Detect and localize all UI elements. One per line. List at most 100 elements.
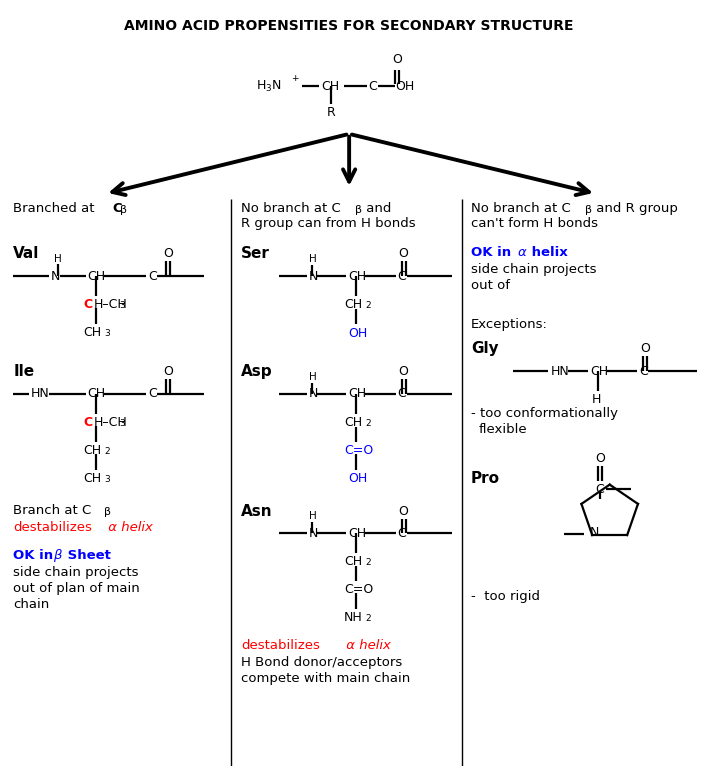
Text: CH: CH <box>348 270 366 283</box>
Text: C=O: C=O <box>344 583 373 596</box>
Text: Exceptions:: Exceptions: <box>471 318 548 331</box>
Text: 2: 2 <box>105 446 110 456</box>
Text: H–CH: H–CH <box>93 416 127 429</box>
Text: H: H <box>54 255 62 265</box>
Text: 3: 3 <box>119 419 125 428</box>
Text: Branched at: Branched at <box>13 202 99 215</box>
Text: β: β <box>120 205 127 215</box>
Text: destabilizes: destabilizes <box>241 639 320 652</box>
Text: can't form H bonds: can't form H bonds <box>471 216 598 229</box>
Text: and R group: and R group <box>592 202 677 215</box>
Text: AMINO ACID PROPENSITIES FOR SECONDARY STRUCTURE: AMINO ACID PROPENSITIES FOR SECONDARY ST… <box>124 19 574 33</box>
Text: α helix: α helix <box>105 521 153 534</box>
Text: α helix: α helix <box>342 639 391 652</box>
Text: NH: NH <box>344 611 363 624</box>
Text: CH: CH <box>88 270 106 283</box>
Text: 2: 2 <box>365 301 371 311</box>
Text: destabilizes: destabilizes <box>13 521 92 534</box>
Text: Val: Val <box>13 246 39 262</box>
Text: Asp: Asp <box>241 364 273 379</box>
Text: R: R <box>327 106 336 119</box>
Text: HN: HN <box>550 364 569 377</box>
Text: CH: CH <box>84 472 102 485</box>
Text: out of plan of main: out of plan of main <box>13 582 140 595</box>
Text: C: C <box>398 270 406 283</box>
Text: CH: CH <box>348 527 366 540</box>
Text: side chain projects: side chain projects <box>13 566 139 579</box>
Text: O: O <box>399 248 409 261</box>
Text: H Bond donor/acceptors: H Bond donor/acceptors <box>241 656 402 669</box>
Text: N: N <box>308 270 318 283</box>
Text: O: O <box>595 452 604 465</box>
Text: HN: HN <box>31 387 50 400</box>
Text: CH: CH <box>344 298 362 311</box>
Text: side chain projects: side chain projects <box>471 263 597 276</box>
Text: N: N <box>308 387 318 400</box>
Text: chain: chain <box>13 598 50 611</box>
Text: C: C <box>398 387 406 400</box>
Text: CH: CH <box>84 444 102 457</box>
Text: 2: 2 <box>365 419 371 428</box>
Text: O: O <box>640 342 650 355</box>
Text: Sheet: Sheet <box>62 549 111 562</box>
Text: No branch at C: No branch at C <box>471 202 571 215</box>
Text: - too conformationally: - too conformationally <box>471 407 618 420</box>
Text: C=O: C=O <box>344 444 373 457</box>
Text: 2: 2 <box>365 614 371 623</box>
Text: Ile: Ile <box>13 364 34 379</box>
Text: CH: CH <box>344 555 362 568</box>
Text: Branch at C: Branch at C <box>13 504 91 516</box>
Text: CH: CH <box>84 326 102 339</box>
Text: N: N <box>308 527 318 540</box>
Text: 3: 3 <box>119 301 125 311</box>
Text: C: C <box>84 416 93 429</box>
Text: N: N <box>51 270 60 283</box>
Text: CH: CH <box>88 387 106 400</box>
Text: H$_3$N: H$_3$N <box>256 78 282 94</box>
Text: CH: CH <box>344 416 362 429</box>
Text: OH: OH <box>348 328 367 341</box>
Text: 3: 3 <box>105 329 110 338</box>
Text: No branch at C: No branch at C <box>241 202 341 215</box>
Text: OK in: OK in <box>13 549 58 562</box>
Text: O: O <box>392 53 402 66</box>
Text: C: C <box>640 364 648 377</box>
Text: O: O <box>399 365 409 378</box>
Text: C: C <box>84 298 93 311</box>
Text: +: + <box>291 74 298 83</box>
Text: -  too rigid: - too rigid <box>471 591 540 604</box>
Text: 3: 3 <box>105 475 110 484</box>
Text: O: O <box>399 505 409 518</box>
Text: C: C <box>368 80 377 93</box>
Text: O: O <box>163 248 173 261</box>
Text: helix: helix <box>527 246 568 259</box>
Text: α: α <box>517 246 526 259</box>
Text: out of: out of <box>471 279 510 292</box>
Text: β: β <box>105 506 112 516</box>
Text: Asn: Asn <box>241 504 273 518</box>
Text: C: C <box>148 387 157 400</box>
Text: O: O <box>163 365 173 378</box>
Text: Pro: Pro <box>471 471 500 486</box>
Text: C: C <box>398 527 406 540</box>
Text: H: H <box>309 512 317 522</box>
Text: C: C <box>148 270 157 283</box>
Text: β: β <box>355 205 362 215</box>
Text: 2: 2 <box>365 558 371 568</box>
Text: flexible: flexible <box>479 423 527 436</box>
Text: OH: OH <box>396 80 415 93</box>
Text: C: C <box>112 202 122 215</box>
Text: OH: OH <box>348 472 367 485</box>
Text: Ser: Ser <box>241 246 270 262</box>
Text: C: C <box>595 482 604 495</box>
Text: N: N <box>590 525 599 538</box>
Text: Gly: Gly <box>471 341 498 356</box>
Text: H: H <box>309 255 317 265</box>
Text: and: and <box>362 202 392 215</box>
Text: H: H <box>592 393 601 406</box>
Text: compete with main chain: compete with main chain <box>241 672 411 685</box>
Text: β: β <box>53 549 61 562</box>
Text: R group can from H bonds: R group can from H bonds <box>241 216 416 229</box>
Text: OK in: OK in <box>471 246 516 259</box>
Text: CH: CH <box>590 364 608 377</box>
